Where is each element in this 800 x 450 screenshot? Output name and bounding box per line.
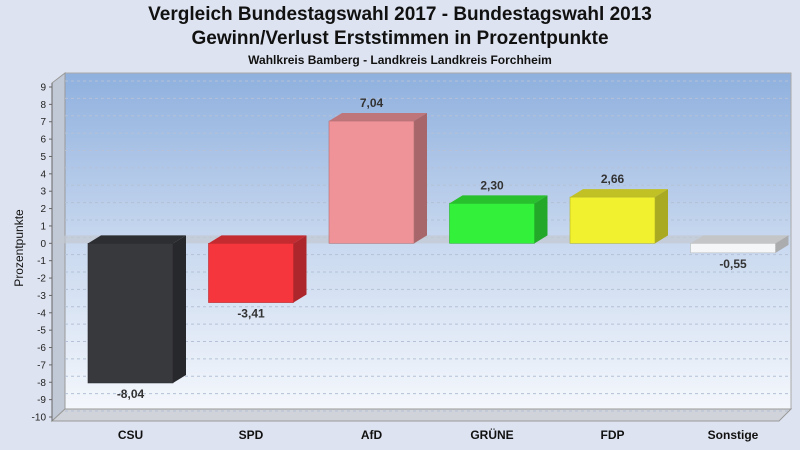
y-tick-label: 8 xyxy=(40,100,46,111)
y-tick-label: -9 xyxy=(37,395,46,406)
y-tick-label: -8 xyxy=(37,378,46,389)
bar-afd xyxy=(328,113,427,244)
bars xyxy=(87,113,789,384)
category-label: AfD xyxy=(361,428,383,442)
y-tick-label: 7 xyxy=(40,117,46,128)
y-tick-label: 1 xyxy=(40,221,46,232)
y-tick-label: -1 xyxy=(37,256,46,267)
category-label: GRÜNE xyxy=(470,427,513,442)
chart-title: Vergleich Bundestagswahl 2017 - Bundesta… xyxy=(148,4,652,25)
y-tick-label: 0 xyxy=(40,239,46,250)
x-axis: CSU SPD AfD GRÜNE FDP Sonstige xyxy=(118,427,759,442)
y-tick-label: -6 xyxy=(37,343,46,354)
value-label: 7,04 xyxy=(360,96,384,110)
bar-sonstige xyxy=(690,235,789,254)
y-axis: 9 8 7 6 5 4 3 2 1 0 -1 -2 -3 -4 -5 -6 -7 -8 -9 -10 xyxy=(32,83,52,424)
value-label: -8,04 xyxy=(117,387,145,401)
category-label: SPD xyxy=(239,428,264,442)
bar-grüne xyxy=(449,195,548,244)
bar-csu xyxy=(87,235,186,384)
y-tick-label: -10 xyxy=(32,413,47,424)
value-labels: -8,04 -3,41 7,04 2,30 2,66 -0,55 xyxy=(117,96,747,401)
bar-fdp xyxy=(569,189,668,244)
chart-district: Wahlkreis Bamberg - Landkreis Landkreis … xyxy=(248,53,552,67)
y-tick-label: -7 xyxy=(37,360,46,371)
y-axis-label: Prozentpunkte xyxy=(12,209,26,287)
value-label: 2,66 xyxy=(601,172,625,186)
chart-subtitle: Gewinn/Verlust Erststimmen in Prozentpun… xyxy=(191,28,609,49)
value-label: -0,55 xyxy=(719,257,747,271)
category-label: Sonstige xyxy=(708,428,759,442)
y-tick-label: 6 xyxy=(40,135,46,146)
y-tick-label: 3 xyxy=(40,187,46,198)
category-label: FDP xyxy=(601,428,625,442)
y-tick-label: -4 xyxy=(37,308,46,319)
y-tick-label: 4 xyxy=(40,169,46,180)
y-tick-label: 2 xyxy=(40,204,46,215)
category-label: CSU xyxy=(118,428,143,442)
y-tick-label: 9 xyxy=(40,83,46,94)
y-tick-label: -5 xyxy=(37,326,46,337)
y-tick-label: -3 xyxy=(37,291,46,302)
y-tick-label: -2 xyxy=(37,274,46,285)
bar-spd xyxy=(208,235,307,303)
y-tick-label: 5 xyxy=(40,152,46,163)
value-label: 2,30 xyxy=(480,178,504,192)
value-label: -3,41 xyxy=(237,307,265,321)
